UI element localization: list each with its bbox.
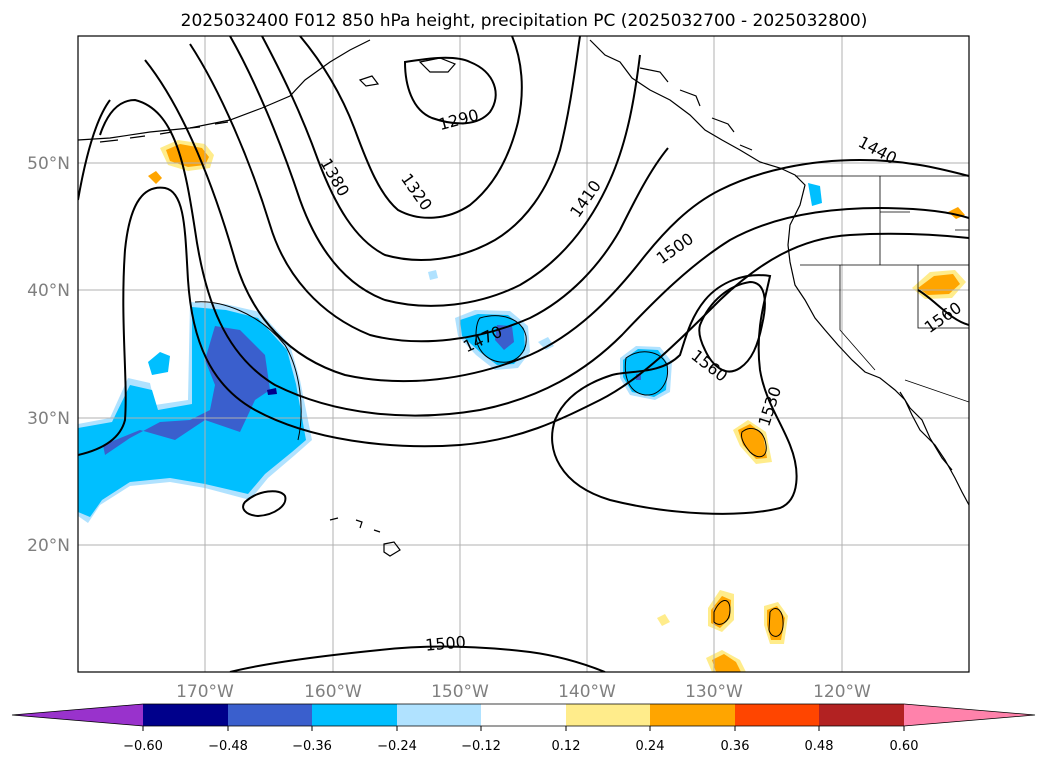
precip-area-south1	[711, 596, 731, 628]
latitude-axis: 20°N 30°N 40°N 50°N	[27, 154, 70, 556]
lat-label-20n: 20°N	[27, 536, 70, 556]
baja-coast	[899, 391, 953, 471]
contour-1470	[99, 98, 969, 417]
precip-area-dot-south	[657, 614, 670, 626]
colorbar-tick-label: −0.12	[461, 739, 501, 754]
colorbar-bin-3	[312, 704, 397, 726]
contour-1320	[299, 36, 523, 219]
lon-label-160w: 160°W	[304, 682, 362, 702]
colorbar-bin-2	[228, 704, 312, 726]
precip-area-dot-north	[428, 270, 438, 280]
colorbar-bin-6	[566, 704, 650, 726]
state-borders	[800, 176, 969, 403]
precip-area-aleutian	[166, 144, 209, 167]
contour-1440	[144, 59, 969, 383]
alaska-islands-2	[358, 75, 380, 87]
contour-label-1500-south: 1500	[424, 632, 466, 654]
lon-label-150w: 150°W	[431, 682, 489, 702]
contour-west-loop	[194, 301, 302, 441]
contour-1530	[551, 274, 798, 515]
colorbar-under-arrow	[12, 704, 143, 726]
precip-shading-negative	[78, 183, 822, 523]
north-america-coast	[589, 39, 969, 506]
figure-title: 2025032400 F012 850 hPa height, precipit…	[181, 11, 868, 31]
lat-label-40n: 40°N	[27, 281, 70, 301]
precip-area-small-dot	[538, 337, 554, 350]
precip-area-west-dark	[103, 326, 270, 455]
colorbar-bin-7	[650, 704, 735, 726]
contour-1410	[189, 43, 669, 343]
colorbar-tick-label: −0.60	[123, 739, 163, 754]
alaska-coast	[78, 39, 371, 141]
contour-south-loop1	[713, 600, 731, 625]
contour-1380	[229, 36, 641, 307]
precip-area-west-core	[267, 388, 277, 395]
colorbar-bin-4	[397, 704, 481, 726]
height-contours	[78, 36, 969, 672]
map-frame	[77, 35, 970, 673]
contour-1560	[698, 280, 766, 373]
colorbar-tick-label: 0.36	[721, 739, 750, 754]
colorbar-tick-label: 0.48	[805, 739, 834, 754]
contour-1560-east	[917, 289, 969, 326]
contour-east-loop	[624, 351, 669, 396]
map-area	[78, 36, 969, 672]
contour-1500-south	[229, 645, 606, 672]
lon-label-140w: 140°W	[558, 682, 616, 702]
precip-area-small-west	[148, 171, 162, 184]
precip-area-central-dark	[495, 325, 514, 350]
contour-small-loop	[242, 490, 287, 518]
contour-1350	[261, 36, 581, 261]
lon-label-130w: 130°W	[685, 682, 743, 702]
aleutian-islands	[99, 121, 229, 143]
colorbar-bin-8	[735, 704, 819, 726]
colorbar-bin-5	[481, 704, 566, 726]
colorbar-tick-label: 0.12	[552, 739, 581, 754]
contour-south-loop2	[768, 608, 784, 637]
contour-1290	[403, 56, 497, 125]
canada-islands	[639, 67, 753, 151]
colorbar-over-arrow	[904, 704, 1035, 726]
precip-area-south2	[767, 606, 785, 640]
colorbar-tick-label: −0.24	[377, 739, 417, 754]
colorbar-tick-label: −0.36	[292, 739, 332, 754]
lon-label-120w: 120°W	[813, 682, 871, 702]
colorbar-ticks	[142, 726, 905, 731]
colorbar-tick-labels: −0.60 −0.48 −0.36 −0.24 −0.12 0.12 0.24 …	[123, 739, 918, 754]
precip-area-coast-blue	[808, 183, 822, 206]
contour-central-loop	[475, 315, 527, 363]
colorbar-tick-label: 0.24	[636, 739, 665, 754]
precip-area-offshore	[738, 424, 767, 459]
colorbar-bin-1	[143, 704, 228, 726]
colorbar: −0.60 −0.48 −0.36 −0.24 −0.12 0.12 0.24 …	[11, 703, 1036, 754]
longitude-axis: 170°W 160°W 150°W 140°W 130°W 120°W	[176, 682, 871, 702]
lat-label-30n: 30°N	[27, 409, 70, 429]
precip-area-south3	[712, 654, 741, 672]
colorbar-tick-label: −0.48	[208, 739, 248, 754]
contour-offshore-loop	[741, 428, 767, 458]
political-borders	[795, 175, 969, 403]
precip-area-small-blob	[148, 352, 170, 375]
colorbar-tick-label: 0.60	[890, 739, 919, 754]
lon-label-170w: 170°W	[176, 682, 234, 702]
colorbar-bin-9	[819, 704, 904, 726]
hawaii-islands	[329, 517, 401, 557]
contour-1500-north	[78, 99, 969, 456]
coastlines	[78, 39, 969, 557]
lat-label-50n: 50°N	[27, 154, 70, 174]
